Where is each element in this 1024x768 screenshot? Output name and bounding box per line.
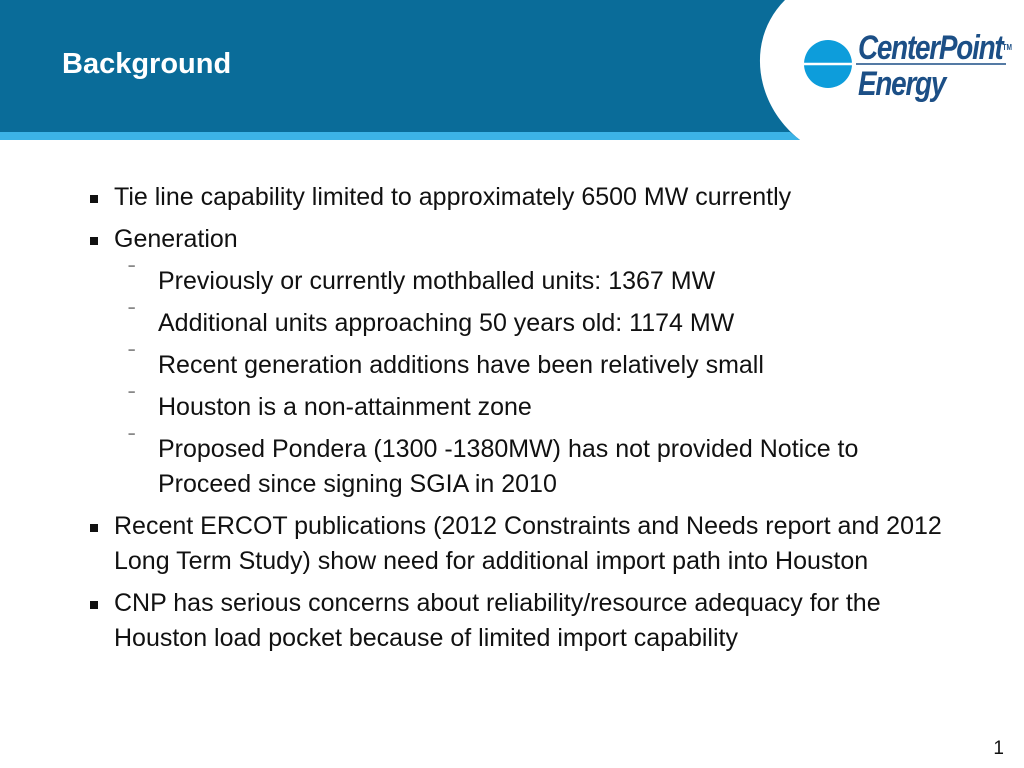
logo-mark-line [856,63,1006,65]
dash-bullet-icon: ‾ [129,391,135,408]
dash-bullet-icon: ‾ [129,349,135,366]
bullet-list: Tie line capability limited to approxima… [86,180,956,663]
sub-list-item: ‾ Recent generation additions have been … [86,348,956,383]
dash-bullet-icon: ‾ [129,307,135,324]
list-item-text: Recent ERCOT publications (2012 Constrai… [114,512,942,575]
list-item-text: Additional units approaching 50 years ol… [158,309,735,337]
dash-bullet-icon: ‾ [129,265,135,282]
list-item-text: Recent generation additions have been re… [158,351,764,379]
header-band-shape [0,0,800,140]
list-item-text: Proposed Pondera (1300 -1380MW) has not … [158,435,859,498]
list-item-text: Generation [114,225,238,253]
sub-list-item: ‾ Previously or currently mothballed uni… [86,264,956,299]
square-bullet-icon [90,195,98,203]
list-item-text: Tie line capability limited to approxima… [114,183,792,211]
square-bullet-icon [90,601,98,609]
list-item-text: Previously or currently mothballed units… [158,267,716,295]
company-logo: CenterPointTM Energy [800,28,1015,112]
list-item-text: Houston is a non-attainment zone [158,393,532,421]
logo-wordmark: CenterPointTM Energy [858,30,1012,102]
list-item: Recent ERCOT publications (2012 Constrai… [86,509,956,579]
sub-list-item: ‾ Houston is a non-attainment zone [86,390,956,425]
square-bullet-icon [90,237,98,245]
dash-bullet-icon: ‾ [129,433,135,450]
square-bullet-icon [90,524,98,532]
list-item-text: CNP has serious concerns about reliabili… [114,589,881,652]
logo-trademark: TM [1002,43,1012,52]
header-band-fill [0,0,800,140]
list-item: Generation [86,222,956,257]
logo-mark-icon [804,40,860,88]
sub-list-item: ‾ Additional units approaching 50 years … [86,306,956,341]
logo-line2: Energy [858,65,946,103]
slide-title: Background [62,48,232,80]
page-number: 1 [993,738,1004,759]
sub-list-item: ‾ Proposed Pondera (1300 -1380MW) has no… [86,432,956,502]
logo-line1: CenterPoint [858,29,1004,67]
list-item: CNP has serious concerns about reliabili… [86,586,956,656]
header-band [0,0,1024,140]
header-accent-stripe [0,132,800,140]
list-item: Tie line capability limited to approxima… [86,180,956,215]
